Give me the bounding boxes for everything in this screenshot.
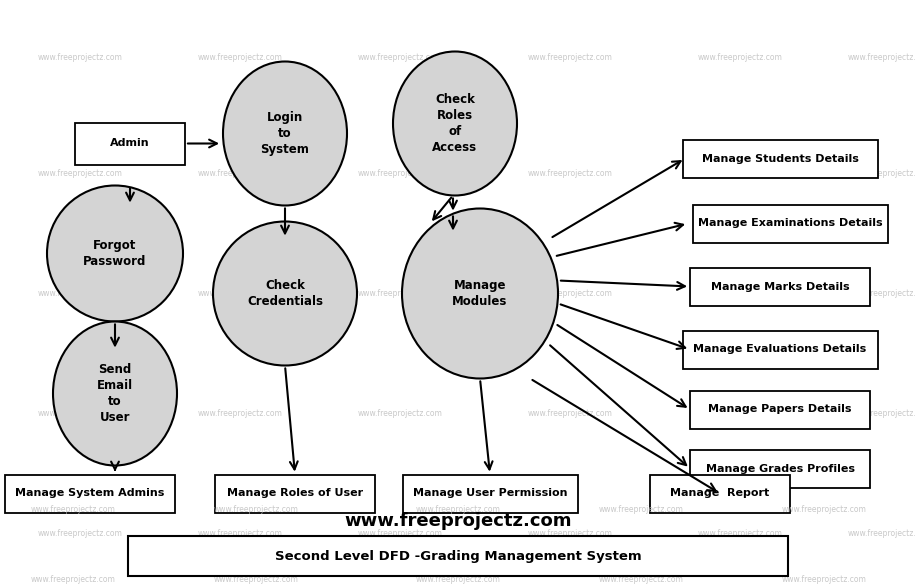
- Text: Forgot
Password: Forgot Password: [83, 239, 147, 268]
- Text: Manage Grades Profiles: Manage Grades Profiles: [705, 464, 855, 474]
- Text: Check
Credentials: Check Credentials: [247, 279, 323, 308]
- Bar: [215, 474, 375, 512]
- Text: www.freeprojectz.com: www.freeprojectz.com: [847, 168, 916, 177]
- Text: www.freeprojectz.com: www.freeprojectz.com: [599, 575, 683, 584]
- Bar: [128, 537, 788, 576]
- Text: www.freeprojectz.com: www.freeprojectz.com: [847, 288, 916, 298]
- Text: Check
Roles
of
Access: Check Roles of Access: [432, 93, 477, 154]
- Text: www.freeprojectz.com: www.freeprojectz.com: [782, 505, 867, 514]
- Text: www.freeprojectz.com: www.freeprojectz.com: [31, 575, 115, 584]
- Text: www.freeprojectz.com: www.freeprojectz.com: [198, 409, 282, 417]
- Ellipse shape: [53, 322, 177, 465]
- Text: www.freeprojectz.com: www.freeprojectz.com: [847, 528, 916, 538]
- Text: www.freeprojectz.com: www.freeprojectz.com: [847, 53, 916, 62]
- Text: www.freeprojectz.com: www.freeprojectz.com: [357, 168, 442, 177]
- Text: www.freeprojectz.com: www.freeprojectz.com: [38, 409, 123, 417]
- Bar: [402, 474, 577, 512]
- Text: www.freeprojectz.com: www.freeprojectz.com: [528, 528, 613, 538]
- Text: Manage Examinations Details: Manage Examinations Details: [698, 218, 882, 228]
- Bar: [690, 390, 870, 429]
- Text: www.freeprojectz.com: www.freeprojectz.com: [214, 575, 299, 584]
- Text: www.freeprojectz.com: www.freeprojectz.com: [38, 168, 123, 177]
- Text: www.freeprojectz.com: www.freeprojectz.com: [698, 528, 782, 538]
- Text: Login
to
System: Login to System: [260, 111, 310, 156]
- Text: Manage Papers Details: Manage Papers Details: [708, 404, 852, 414]
- Text: Second Level DFD -Grading Management System: Second Level DFD -Grading Management Sys…: [275, 551, 641, 564]
- Text: Manage Students Details: Manage Students Details: [702, 153, 858, 164]
- Text: Manage System Admins: Manage System Admins: [16, 488, 165, 498]
- Text: www.freeprojectz.com: www.freeprojectz.com: [528, 288, 613, 298]
- Text: Manage
Modules: Manage Modules: [453, 279, 507, 308]
- Text: www.freeprojectz.com: www.freeprojectz.com: [698, 53, 782, 62]
- Text: www.freeprojectz.com: www.freeprojectz.com: [31, 505, 115, 514]
- Text: www.freeprojectz.com: www.freeprojectz.com: [198, 528, 282, 538]
- Text: www.freeprojectz.com: www.freeprojectz.com: [782, 575, 867, 584]
- Text: www.freeprojectz.com: www.freeprojectz.com: [698, 288, 782, 298]
- Ellipse shape: [213, 221, 357, 366]
- Text: www.freeprojectz.com: www.freeprojectz.com: [344, 512, 572, 530]
- Text: www.freeprojectz.com: www.freeprojectz.com: [698, 409, 782, 417]
- Text: www.freeprojectz.com: www.freeprojectz.com: [847, 409, 916, 417]
- Text: www.freeprojectz.com: www.freeprojectz.com: [416, 505, 500, 514]
- Text: www.freeprojectz.com: www.freeprojectz.com: [357, 528, 442, 538]
- Text: www.freeprojectz.com: www.freeprojectz.com: [599, 505, 683, 514]
- Bar: [5, 474, 175, 512]
- Text: www.freeprojectz.com: www.freeprojectz.com: [198, 53, 282, 62]
- Text: www.freeprojectz.com: www.freeprojectz.com: [698, 168, 782, 177]
- Bar: [682, 330, 878, 369]
- Text: www.freeprojectz.com: www.freeprojectz.com: [416, 575, 500, 584]
- Text: Manage Roles of User: Manage Roles of User: [227, 488, 363, 498]
- Text: Manage  Report: Manage Report: [671, 488, 769, 498]
- Bar: [690, 268, 870, 305]
- Ellipse shape: [223, 62, 347, 205]
- Text: www.freeprojectz.com: www.freeprojectz.com: [357, 53, 442, 62]
- Bar: [692, 204, 888, 242]
- Bar: [690, 450, 870, 487]
- Bar: [682, 140, 878, 177]
- Text: www.freeprojectz.com: www.freeprojectz.com: [357, 288, 442, 298]
- Bar: [75, 123, 185, 164]
- Text: www.freeprojectz.com: www.freeprojectz.com: [528, 53, 613, 62]
- Bar: [650, 474, 790, 512]
- Ellipse shape: [47, 185, 183, 322]
- Text: www.freeprojectz.com: www.freeprojectz.com: [198, 288, 282, 298]
- Text: www.freeprojectz.com: www.freeprojectz.com: [357, 409, 442, 417]
- Text: Manage Marks Details: Manage Marks Details: [711, 282, 849, 292]
- Text: www.freeprojectz.com: www.freeprojectz.com: [38, 288, 123, 298]
- Ellipse shape: [402, 208, 558, 379]
- Text: www.freeprojectz.com: www.freeprojectz.com: [528, 168, 613, 177]
- Text: Admin: Admin: [110, 139, 150, 149]
- Text: www.freeprojectz.com: www.freeprojectz.com: [38, 528, 123, 538]
- Ellipse shape: [393, 52, 517, 195]
- Text: Manage User Permission: Manage User Permission: [413, 488, 567, 498]
- Text: www.freeprojectz.com: www.freeprojectz.com: [214, 505, 299, 514]
- Text: www.freeprojectz.com: www.freeprojectz.com: [38, 53, 123, 62]
- Text: www.freeprojectz.com: www.freeprojectz.com: [198, 168, 282, 177]
- Text: Send
Email
to
User: Send Email to User: [97, 363, 133, 424]
- Text: Manage Evaluations Details: Manage Evaluations Details: [693, 345, 867, 355]
- Text: www.freeprojectz.com: www.freeprojectz.com: [528, 409, 613, 417]
